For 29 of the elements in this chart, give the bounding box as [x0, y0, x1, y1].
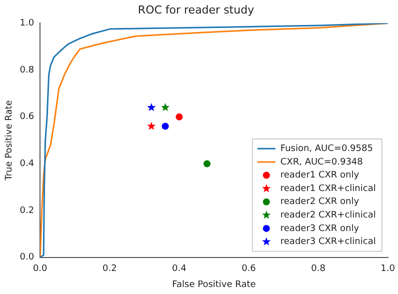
point	[176, 113, 183, 120]
legend-label: reader1 CXR+clinical	[280, 184, 376, 194]
x-tick-label: 1.0	[380, 264, 396, 274]
legend-label: CXR, AUC=0.9348	[280, 157, 364, 168]
legend-label: reader3 CXR only	[280, 224, 360, 234]
y-tick-label: 0.2	[20, 206, 34, 216]
x-tick-label: 0.8	[311, 264, 326, 274]
legend-label: reader1 CXR only	[280, 170, 360, 181]
legend-label: reader2 CXR only	[280, 197, 360, 208]
y-tick-label: 1.0	[20, 18, 34, 29]
chart-title: ROC for reader study	[138, 3, 255, 16]
point	[204, 160, 211, 168]
legend-label: reader2 CXR+clinical	[280, 210, 376, 220]
point	[162, 122, 169, 130]
y-tick-label: 0.0	[20, 252, 34, 263]
x-tick-label: 0.6	[242, 264, 256, 274]
y-tick-label: 0.4	[20, 159, 34, 170]
x-axis-title: False Positive Rate	[172, 280, 256, 290]
point	[147, 103, 156, 112]
legend-label: reader3 CXR+clinical	[280, 237, 376, 248]
y-tick-label: 0.6	[20, 112, 34, 122]
y-axis-title: True Positive Rate	[4, 100, 15, 182]
legend-label: Fusion, AUC=0.9585	[280, 144, 373, 154]
point	[161, 103, 170, 112]
x-tick-label: 0.2	[102, 264, 117, 274]
x-tick-label: 0.4	[172, 264, 187, 274]
y-tick-label: 0.8	[20, 65, 34, 76]
point	[147, 122, 156, 130]
x-tick-label: 0.0	[32, 264, 48, 274]
